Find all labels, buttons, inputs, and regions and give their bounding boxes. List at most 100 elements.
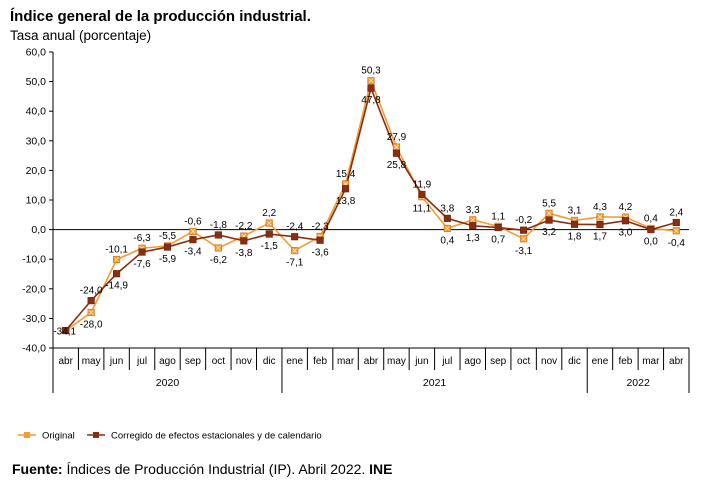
original-point-cross — [88, 310, 94, 315]
corrected-point — [392, 149, 400, 157]
original-point-cross — [521, 236, 526, 241]
y-tick-label: -10,0 — [22, 254, 46, 266]
legend-label: Corregido de efectos estacionales y de c… — [111, 431, 322, 442]
data-label: -3,8 — [235, 248, 253, 259]
legend-marker — [24, 432, 30, 438]
data-label: 11,9 — [413, 179, 432, 190]
data-label: 15,4 — [336, 169, 356, 180]
data-label: 3,0 — [618, 228, 632, 239]
data-label: -3,4 — [184, 247, 202, 258]
source-org: INE — [369, 461, 393, 477]
category-label: dic — [568, 356, 581, 367]
category-label: jul — [441, 356, 452, 367]
original-point-cross — [267, 220, 272, 226]
data-label: -10,1 — [105, 244, 128, 255]
corrected-point — [62, 326, 70, 335]
corrected-point — [596, 221, 604, 229]
corrected-point — [418, 190, 426, 198]
y-tick-label: 40,0 — [26, 106, 47, 118]
category-label: sep — [185, 356, 202, 367]
data-label: -2,3 — [312, 221, 330, 232]
corrected-point — [545, 216, 553, 224]
chart-subtitle: Tasa anual (porcentaje) — [10, 28, 152, 43]
corrected-point — [163, 243, 172, 251]
category-label: feb — [618, 356, 632, 367]
corrected-point — [621, 217, 629, 225]
data-label: 50,3 — [361, 66, 381, 77]
corrected-point — [520, 226, 528, 234]
series-line-original — [65, 78, 677, 332]
category-label: abr — [669, 356, 684, 367]
y-tick-label: 0,0 — [31, 224, 46, 236]
data-label: -5,5 — [159, 231, 177, 242]
category-label: ago — [464, 356, 481, 367]
y-tick-label: -20,0 — [22, 283, 46, 295]
category-label: nov — [236, 356, 252, 367]
data-label: -0,4 — [668, 238, 686, 249]
data-label: -1,5 — [261, 241, 279, 252]
original-point-cross — [368, 78, 374, 83]
category-label: ago — [159, 356, 176, 367]
data-label: -0,2 — [515, 215, 533, 226]
original-point-cross — [216, 245, 221, 251]
data-label: 0,7 — [491, 235, 505, 246]
category-label: abr — [364, 356, 379, 367]
data-label: 11,1 — [413, 204, 432, 215]
data-label: 0,0 — [644, 237, 658, 248]
corrected-point — [265, 230, 273, 238]
category-label: nov — [541, 356, 557, 367]
data-label: -2,4 — [286, 222, 304, 233]
y-tick-label: 10,0 — [26, 195, 47, 207]
data-label: -7,6 — [133, 259, 151, 270]
data-label: -0,6 — [184, 216, 202, 227]
source-prefix: Fuente: — [12, 461, 63, 477]
year-label: 2022 — [626, 377, 650, 389]
original-point-cross — [445, 226, 450, 231]
original-point-cross — [292, 248, 297, 253]
original-point-cross — [394, 144, 399, 150]
corrected-point — [494, 223, 502, 232]
data-label: 2,4 — [669, 207, 683, 218]
category-label: may — [387, 356, 406, 367]
y-tick-label: -30,0 — [22, 313, 46, 325]
category-label: sep — [490, 356, 507, 367]
category-label: oct — [517, 356, 531, 367]
chart-title: Índice general de la producción industri… — [10, 8, 311, 25]
corrected-point — [342, 185, 350, 193]
data-label: 1,7 — [593, 232, 607, 243]
corrected-point — [138, 248, 146, 256]
data-label: 27,9 — [387, 132, 407, 143]
corrected-point — [469, 222, 477, 230]
source-line: Fuente: Índices de Producción Industrial… — [12, 461, 393, 477]
data-label: -24,0 — [80, 286, 103, 297]
data-label: 47,8 — [361, 95, 381, 106]
source-text: Índices de Producción Industrial (IP). A… — [62, 461, 370, 477]
original-point-cross — [190, 229, 196, 234]
year-label: 2021 — [423, 377, 447, 389]
y-tick-label: 30,0 — [26, 135, 47, 147]
corrected-point — [367, 84, 375, 92]
data-label: 1,8 — [568, 231, 582, 242]
category-label: ene — [592, 356, 609, 367]
category-label: oct — [212, 356, 226, 367]
corrected-point — [570, 220, 579, 228]
corrected-point — [672, 218, 680, 227]
corrected-point — [113, 270, 121, 278]
corrected-point — [240, 237, 248, 245]
category-label: jul — [136, 356, 147, 367]
category-label: dic — [263, 356, 276, 367]
original-point-cross — [470, 217, 475, 223]
original-point-cross — [674, 228, 679, 233]
data-label: 1,1 — [491, 211, 505, 222]
data-label: -6,2 — [210, 255, 228, 266]
original-point-cross — [114, 257, 119, 262]
data-label: 0,4 — [440, 235, 454, 246]
data-label: 0,4 — [644, 213, 658, 224]
corrected-point — [291, 233, 299, 241]
category-label: abr — [58, 356, 73, 367]
category-label: mar — [642, 356, 660, 367]
original-point-cross — [546, 211, 552, 216]
data-label: 25,8 — [387, 160, 407, 171]
year-label: 2020 — [156, 377, 180, 389]
data-label: 3,2 — [542, 227, 556, 238]
